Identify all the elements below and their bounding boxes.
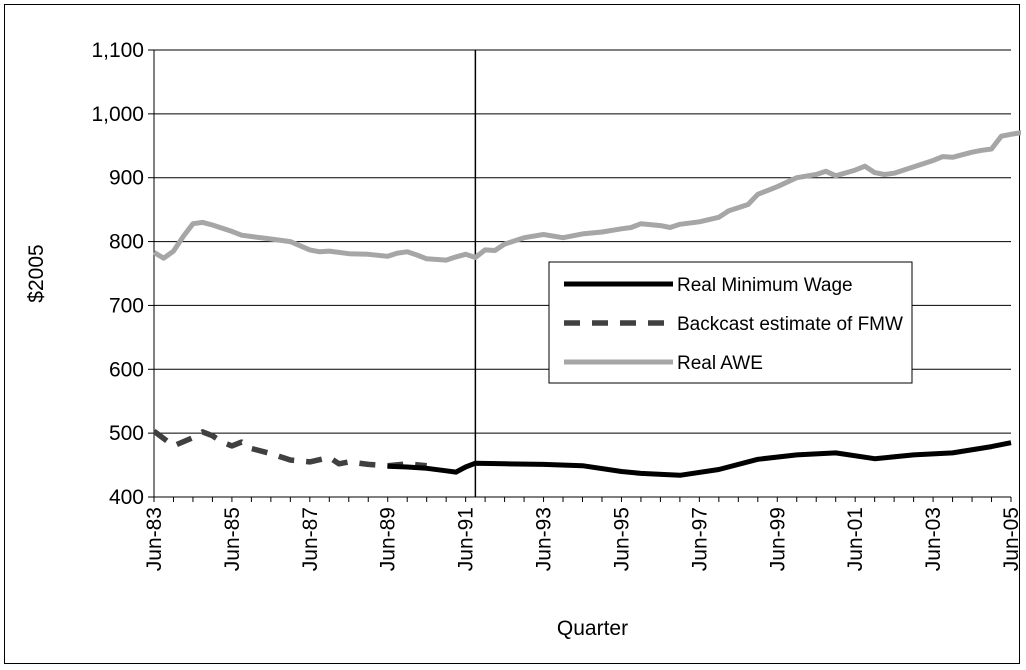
line-chart: 400 500 600 700 800 900 1,000 1,100 Jun-83 Jun-85… bbox=[25, 39, 1021, 640]
y-tick-label: 400 bbox=[109, 486, 144, 509]
legend-label: Backcast estimate of FMW bbox=[677, 314, 903, 335]
y-tick-label: 700 bbox=[109, 294, 144, 317]
y-tick-label: 600 bbox=[109, 358, 144, 381]
chart-frame: 400 500 600 700 800 900 1,000 1,100 Jun-83 Jun-85… bbox=[4, 4, 1021, 664]
y-axis-title: $2005 bbox=[25, 244, 48, 302]
y-tick-label: 1,100 bbox=[91, 39, 144, 62]
y-tick-label: 800 bbox=[109, 231, 144, 254]
x-tick-label: Jun-01 bbox=[844, 507, 867, 571]
series-real-awe bbox=[152, 130, 1021, 263]
y-tick-label: 900 bbox=[109, 167, 144, 190]
series-real-minimum-wage bbox=[387, 440, 1012, 478]
x-tick-label: Jun-93 bbox=[533, 507, 556, 571]
x-tick-label: Jun-03 bbox=[922, 507, 945, 571]
x-axis-title: Quarter bbox=[557, 617, 628, 640]
x-tick-label: Jun-83 bbox=[143, 507, 166, 571]
x-tick-label: Jun-85 bbox=[221, 507, 244, 571]
x-tick-label: Jun-95 bbox=[610, 507, 633, 571]
x-tick-label: Jun-99 bbox=[766, 507, 789, 571]
y-tick-label: 1,000 bbox=[91, 103, 144, 126]
legend-label: Real AWE bbox=[677, 353, 763, 374]
x-tick-label: Jun-89 bbox=[377, 507, 400, 571]
series-backcast-fmw bbox=[152, 429, 427, 469]
y-tick-label: 500 bbox=[109, 422, 144, 445]
legend-label: Real Minimum Wage bbox=[677, 275, 853, 296]
x-tick-label: Jun-91 bbox=[455, 507, 478, 571]
x-tick-label: Jun-97 bbox=[688, 507, 711, 571]
x-tick-label: Jun-87 bbox=[299, 507, 322, 571]
x-tick-label: Jun-05 bbox=[1000, 507, 1021, 571]
